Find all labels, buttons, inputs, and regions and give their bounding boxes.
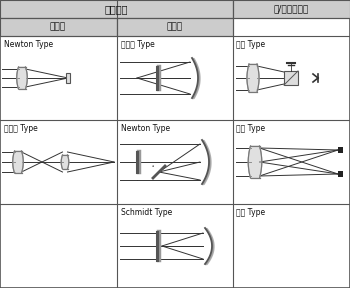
Polygon shape [247,64,259,92]
Polygon shape [17,67,27,89]
Text: 送/收信單方法: 送/收信單方法 [273,5,309,14]
Bar [117,18,233,36]
Bar [0,18,117,36]
Text: 單眼 Type: 單眼 Type [236,40,265,49]
Bar [0,0,233,18]
Text: 三眼 Type: 三眼 Type [236,208,265,217]
Polygon shape [248,146,262,178]
Bar [338,171,343,177]
Text: 雙眼 Type: 雙眼 Type [236,124,265,133]
Bar [233,0,350,18]
Text: 反射系: 反射系 [167,22,183,31]
Text: Newton Type: Newton Type [4,40,53,49]
Text: Newton Type: Newton Type [121,124,170,133]
Text: 折射系: 折射系 [50,22,66,31]
Polygon shape [61,155,69,169]
Bar [66,73,70,83]
Bar [338,147,343,153]
Polygon shape [13,151,23,173]
Bar [284,71,298,85]
Text: Schmidt Type: Schmidt Type [121,208,172,217]
Text: 鏡片單元: 鏡片單元 [104,4,128,14]
Text: 偽倒略 Type: 偽倒略 Type [121,40,155,49]
Text: 克涌勒 Type: 克涌勒 Type [4,124,38,133]
